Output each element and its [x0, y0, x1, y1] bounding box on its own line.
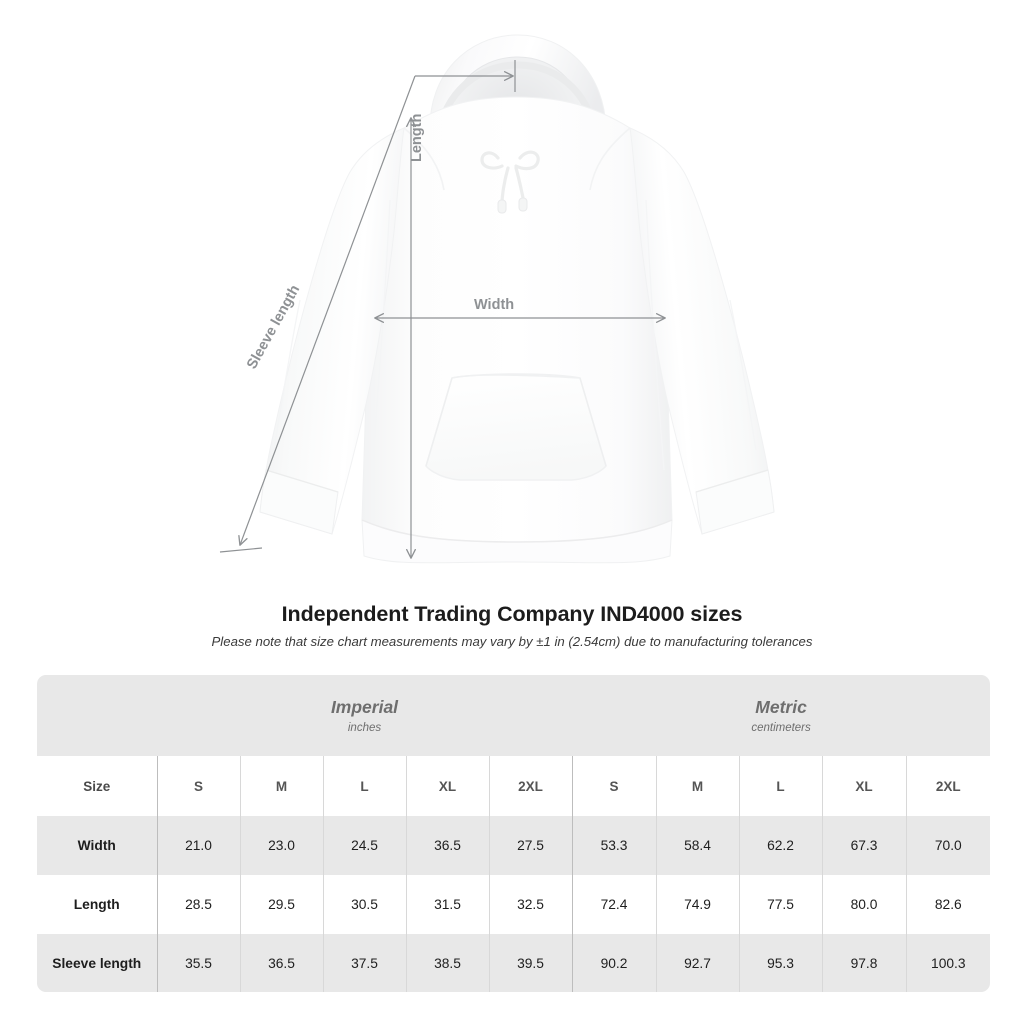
header-size-imperial-l: L [322, 756, 406, 816]
cell-sleeve-metric-s: 90.2 [571, 934, 657, 992]
pocket-edge-left [425, 377, 453, 467]
header-size-imperial-2xl: 2XL [488, 756, 573, 816]
cell-length-metric-m: 74.9 [655, 875, 740, 934]
kangaroo-pocket [425, 373, 607, 481]
unit-header-row: Imperial inches Metric centimeters [37, 675, 990, 756]
page-subtitle: Please note that size chart measurements… [211, 634, 813, 649]
header-size-metric-2xl: 2XL [905, 756, 990, 816]
cell-length-imperial-s: 28.5 [156, 875, 240, 934]
row-label-sleeve-length: Sleeve length [37, 934, 157, 992]
unit-header-metric: Metric centimeters [572, 675, 990, 756]
cell-width-metric-m: 58.4 [655, 816, 740, 875]
header-size-metric-s: S [571, 756, 657, 816]
cell-length-metric-xl: 80.0 [821, 875, 907, 934]
aglet-right [518, 197, 528, 212]
header-size-metric-m: M [655, 756, 740, 816]
unit-header-spacer [37, 675, 157, 756]
cuff-tick [219, 547, 263, 553]
measurements-table: Imperial inches Metric centimeters Size … [37, 675, 990, 992]
cell-width-metric-2xl: 70.0 [905, 816, 990, 875]
cell-sleeve-metric-l: 95.3 [738, 934, 823, 992]
header-size-metric-l: L [738, 756, 823, 816]
cell-width-imperial-s: 21.0 [156, 816, 240, 875]
cell-width-imperial-l: 24.5 [322, 816, 406, 875]
aglet-left [497, 199, 507, 214]
cell-sleeve-metric-m: 92.7 [655, 934, 740, 992]
fabric-folds [273, 199, 757, 471]
cell-sleeve-imperial-s: 35.5 [156, 934, 240, 992]
cell-length-imperial-xl: 31.5 [405, 875, 489, 934]
shoulder-seam-right [589, 127, 631, 191]
cell-sleeve-metric-xl: 97.8 [821, 934, 907, 992]
row-label-length: Length [37, 875, 157, 934]
row-label-width: Width [37, 816, 157, 875]
unit-system-metric: Metric [755, 697, 807, 718]
unit-name-inches: inches [347, 721, 382, 734]
garment-shape [259, 34, 775, 564]
sleeve-length-arrow [238, 75, 416, 546]
cell-width-imperial-2xl: 27.5 [488, 816, 573, 875]
cell-sleeve-imperial-l: 37.5 [322, 934, 406, 992]
cell-width-imperial-m: 23.0 [239, 816, 323, 875]
cell-length-imperial-l: 30.5 [322, 875, 406, 934]
pocket-edge-right [579, 377, 607, 467]
table-row: Width 21.0 23.0 24.5 36.5 27.5 53.3 58.4… [37, 816, 990, 875]
cell-width-metric-l: 62.2 [738, 816, 823, 875]
unit-system-imperial: Imperial [330, 697, 399, 718]
unit-name-centimeters: centimeters [751, 721, 811, 734]
width-measurement-label: Width [474, 297, 515, 313]
header-size-imperial-xl: XL [405, 756, 489, 816]
pocket-top-seam [451, 374, 581, 379]
cell-sleeve-metric-2xl: 100.3 [905, 934, 990, 992]
page-title: Independent Trading Company IND4000 size… [281, 602, 743, 626]
cell-width-metric-xl: 67.3 [821, 816, 907, 875]
header-size-label: Size [37, 756, 157, 816]
cell-sleeve-imperial-xl: 38.5 [405, 934, 489, 992]
cell-length-imperial-2xl: 32.5 [488, 875, 573, 934]
cuff-seam-left [265, 469, 339, 493]
header-size-imperial-s: S [156, 756, 240, 816]
cell-length-metric-2xl: 82.6 [905, 875, 990, 934]
cell-length-metric-l: 77.5 [738, 875, 823, 934]
cell-sleeve-imperial-m: 36.5 [239, 934, 323, 992]
table-row: Length 28.5 29.5 30.5 31.5 32.5 72.4 74.… [37, 875, 990, 934]
header-size-metric-xl: XL [821, 756, 907, 816]
measurement-guides [219, 60, 666, 559]
unit-header-imperial: Imperial inches [157, 675, 573, 756]
hoodie-illustration: Length Width Sleeve length [219, 34, 775, 564]
cuff-seam-right [695, 469, 769, 493]
length-measurement-label: Length [409, 113, 425, 162]
hoodie-drawing [219, 34, 775, 564]
cell-width-metric-s: 53.3 [571, 816, 657, 875]
cell-width-imperial-xl: 36.5 [405, 816, 489, 875]
size-header-row: Size S M L XL 2XL S M L XL 2XL [37, 756, 990, 816]
header-size-imperial-m: M [239, 756, 323, 816]
cell-length-metric-s: 72.4 [571, 875, 657, 934]
table-row: Sleeve length 35.5 36.5 37.5 38.5 39.5 9… [37, 934, 990, 992]
cell-sleeve-imperial-2xl: 39.5 [488, 934, 573, 992]
cell-length-imperial-m: 29.5 [239, 875, 323, 934]
hem-seam [361, 519, 673, 543]
size-chart-table: Imperial inches Metric centimeters Size … [37, 675, 990, 992]
